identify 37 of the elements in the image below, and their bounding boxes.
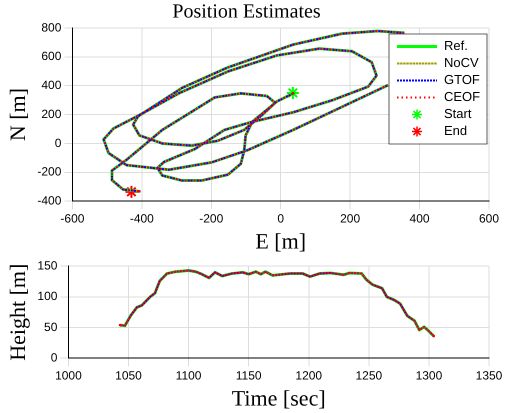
y-tick-label: 200: [41, 106, 62, 121]
x-tick-label: 1150: [236, 368, 262, 383]
chart-title: Position Estimates: [172, 0, 321, 22]
y-tick-label: 0: [50, 350, 58, 365]
x-tick-label: 200: [340, 212, 360, 226]
y-tick-label: -400: [37, 194, 62, 208]
y-axis-title: Height [m]: [4, 264, 30, 361]
legend-label: NoCV: [444, 55, 480, 70]
legend-label: GTOF: [444, 72, 480, 88]
legend-label: Start: [444, 106, 472, 122]
x-tick-label: -400: [130, 212, 154, 226]
legend-label: CEOF: [444, 89, 480, 104]
x-tick-label: 1000: [55, 368, 82, 383]
x-axis-title: Time [sec]: [232, 386, 326, 411]
x-tick-label: 400: [410, 212, 430, 226]
y-tick-label: 100: [37, 289, 58, 304]
y-tick-label: -200: [37, 164, 62, 179]
x-axis-title: E [m]: [255, 228, 306, 254]
x-tick-label: 1350: [476, 368, 503, 383]
y-tick-label: 600: [41, 49, 62, 64]
x-tick-label: -600: [60, 212, 85, 226]
x-tick-label: 1250: [355, 368, 383, 383]
y-tick-label: 400: [41, 78, 62, 92]
legend-label: End: [444, 123, 468, 138]
y-axis-title: N [m]: [4, 88, 30, 142]
y-tick-label: 800: [41, 20, 62, 34]
x-tick-label: 1100: [176, 368, 202, 383]
x-tick-label: 1050: [115, 368, 142, 383]
y-tick-label: 50: [44, 320, 58, 334]
x-tick-label: 1200: [295, 368, 322, 383]
x-tick-label: 0: [277, 212, 284, 226]
y-tick-label: 150: [37, 258, 58, 273]
x-tick-label: 1300: [416, 368, 443, 383]
y-tick-label: 0: [54, 136, 62, 150]
legend-label: Ref.: [444, 38, 468, 54]
x-tick-label: 600: [478, 212, 500, 226]
x-tick-label: -200: [199, 212, 224, 226]
